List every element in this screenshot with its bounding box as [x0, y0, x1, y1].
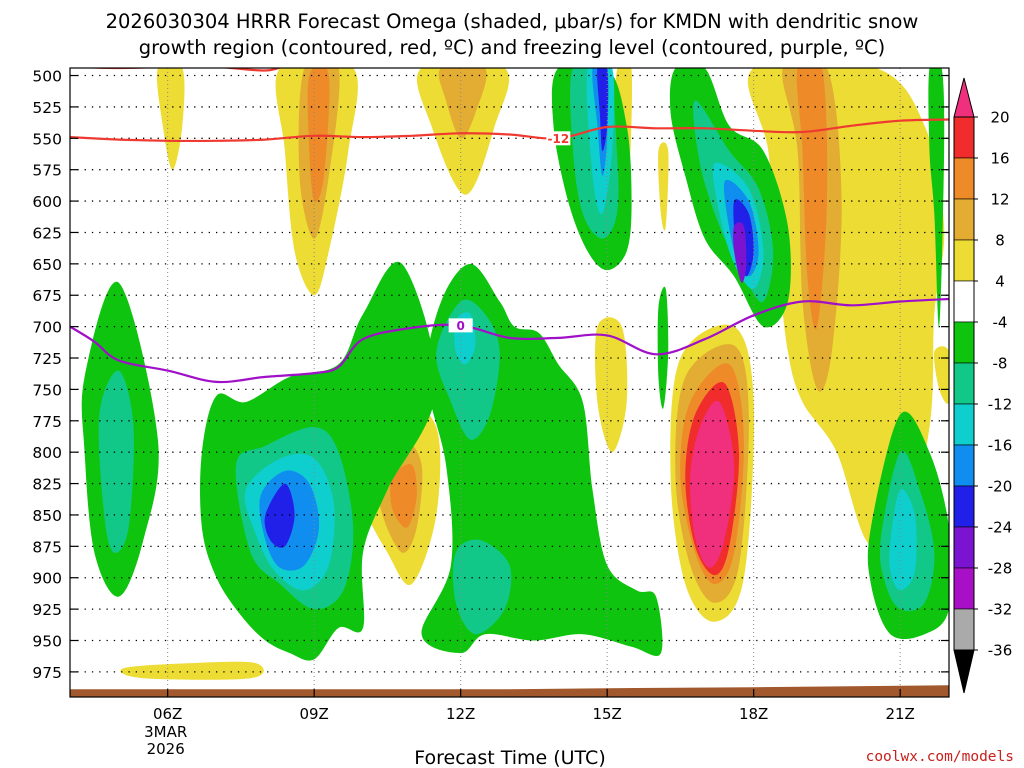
- x-tick-label: 09Z: [299, 705, 328, 723]
- colorbar-box: [953, 362, 975, 405]
- colorbar-box: [953, 198, 975, 241]
- y-tick-label: 900: [32, 570, 62, 588]
- y-tick-label: 600: [32, 193, 62, 211]
- colorbar-label: 16: [990, 150, 1009, 168]
- colorbar-box: [953, 280, 975, 323]
- dgz-contour-line: [70, 118, 949, 143]
- omega-region-23: [98, 370, 134, 553]
- omega-region-10: [658, 142, 669, 231]
- omega-region-45: [928, 68, 945, 328]
- colorbar-box: [953, 485, 975, 528]
- y-tick-label: 550: [32, 130, 62, 148]
- colorbar-box: [953, 116, 975, 159]
- dgz-contour-line-top: [75, 68, 282, 72]
- y-axis: 500 525 550 575 600 625 650 675 700 725 750 775 800 8…: [32, 68, 949, 682]
- omega-region-5: [438, 68, 487, 139]
- colorbar-label: -24: [988, 519, 1013, 537]
- colorbar-top-arrow: [953, 77, 975, 118]
- colorbar-box: [953, 239, 975, 282]
- plot-frame: [69, 67, 950, 698]
- omega-region-33: [657, 286, 669, 409]
- colorbar-label: -12: [988, 396, 1013, 414]
- y-tick-label: 800: [32, 444, 62, 462]
- omega-region-21: [690, 400, 735, 568]
- x-tick-label: 12Z: [446, 705, 475, 723]
- y-tick-label: 525: [32, 99, 62, 117]
- y-tick-label: 625: [32, 224, 62, 242]
- x-tick-label: 06Z: [153, 705, 182, 723]
- y-tick-label: 675: [32, 287, 62, 305]
- terrain-strip: [70, 685, 949, 697]
- omega-region-38: [597, 68, 609, 151]
- omega-region-14: [390, 464, 417, 528]
- omega-region-30: [436, 299, 500, 440]
- colorbar-box: [953, 403, 975, 446]
- dgz-contour-label: -12: [547, 132, 569, 146]
- omega-region-28: [264, 483, 295, 548]
- gridlines: [70, 68, 949, 697]
- x-tick-label: 18Z: [739, 705, 768, 723]
- omega-region-0: [156, 68, 185, 170]
- colorbar-label: -28: [988, 560, 1013, 578]
- colorbar-label: -4: [993, 314, 1008, 332]
- freezing-level-label: 0: [456, 319, 464, 333]
- y-tick-label: 725: [32, 350, 62, 368]
- y-tick-label: 575: [32, 162, 62, 180]
- colorbar-box: [953, 608, 975, 651]
- contours: -12 0: [70, 68, 949, 384]
- y-tick-label: 975: [32, 664, 62, 682]
- y-tick-label: 825: [32, 476, 62, 494]
- colorbar: 20 16 12 8 4 -4 -8 -12 -16 -20 -24 -28 -32 -36: [953, 77, 1013, 694]
- omega-region-32: [453, 539, 512, 635]
- credit-link[interactable]: coolwx.com/models: [866, 749, 1014, 765]
- colorbar-label: 20: [990, 109, 1009, 127]
- omega-region-15: [120, 661, 264, 680]
- chart-title-line-1: 2026030304 HRRR Forecast Omega (shaded, …: [106, 10, 919, 33]
- colorbar-label: -16: [988, 437, 1013, 455]
- colorbar-label: -36: [988, 642, 1013, 660]
- y-tick-label: 750: [32, 381, 62, 399]
- y-tick-label: 775: [32, 413, 62, 431]
- colorbar-label: -8: [993, 355, 1008, 373]
- x-tick-date: 3MAR: [144, 723, 187, 741]
- omega-region-11: [594, 317, 628, 453]
- colorbar-label: 8: [995, 232, 1005, 250]
- chart-title-line-2: growth region (contoured, red, ºC) and f…: [139, 36, 886, 59]
- y-tick-label: 875: [32, 538, 62, 556]
- x-axis-label: Forecast Time (UTC): [414, 747, 605, 768]
- colorbar-box: [953, 526, 975, 569]
- colorbar-label: 12: [990, 191, 1009, 209]
- y-tick-label: 650: [32, 256, 62, 274]
- colorbar-label: -32: [988, 601, 1013, 619]
- colorbar-bottom-arrow: [953, 649, 975, 694]
- freezing-level-label-bg: [448, 318, 473, 333]
- y-tick-label: 700: [32, 319, 62, 337]
- omega-region-44: [733, 222, 747, 283]
- y-tick-label: 500: [32, 68, 62, 86]
- colorbar-box: [953, 567, 975, 610]
- y-tick-label: 950: [32, 633, 62, 651]
- colorbar-box: [953, 321, 975, 364]
- dgz-contour-label-bg: [546, 131, 571, 146]
- x-tick-year: 2026: [147, 740, 185, 758]
- colorbar-box: [953, 157, 975, 200]
- colorbar-frame: [953, 116, 975, 651]
- plot-area: -12 0: [70, 68, 949, 697]
- colorbar-label: 4: [995, 273, 1005, 291]
- colorbar-box: [953, 444, 975, 487]
- omega-shading: [81, 68, 949, 680]
- x-tick-label: 15Z: [592, 705, 621, 723]
- y-tick-label: 850: [32, 507, 62, 525]
- omega-region-8: [796, 68, 828, 330]
- y-tick-label: 925: [32, 601, 62, 619]
- colorbar-label: -20: [988, 478, 1013, 496]
- x-tick-label: 21Z: [885, 705, 914, 723]
